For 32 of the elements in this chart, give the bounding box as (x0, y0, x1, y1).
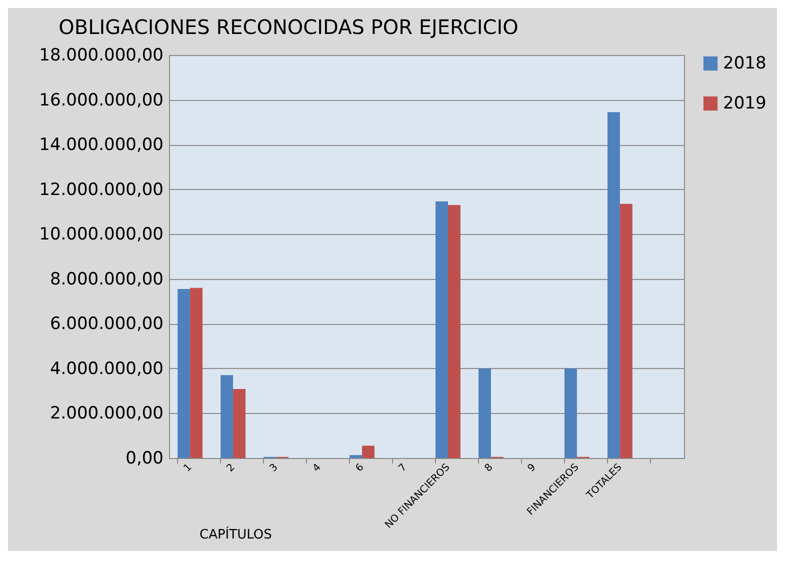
y-tick-label: 6.000.000,00 (50, 314, 164, 334)
bar (190, 288, 203, 458)
bar (478, 368, 491, 458)
x-tick-label: 4 (310, 462, 324, 474)
y-tick-label: 16.000.000,00 (39, 90, 164, 110)
y-tick-label: 18.000.000,00 (39, 46, 164, 66)
y-tick-label: 4.000.000,00 (50, 358, 164, 379)
chart-title: OBLIGACIONES RECONOCIDAS POR EJERCICIO (58, 15, 518, 39)
bar (564, 368, 577, 458)
bar (448, 205, 460, 458)
x-tick-label: 2 (225, 462, 238, 474)
y-tick-label: 8.000.000,00 (50, 269, 164, 290)
legend-label: 2019 (723, 94, 766, 114)
x-axis-title: CAPÍTULOS (200, 526, 272, 542)
x-tick-label: 3 (268, 462, 280, 474)
y-tick-label: 0,00 (126, 448, 164, 468)
bar (436, 201, 448, 458)
legend-label: 2018 (723, 54, 766, 74)
bar (362, 446, 374, 458)
y-tick-label: 2.000.000,00 (50, 404, 164, 424)
y-tick-label: 12.000.000,00 (39, 180, 164, 200)
bar (350, 455, 362, 458)
y-tick-label: 14.000.000,00 (39, 135, 164, 156)
bar (178, 288, 190, 458)
bar (233, 389, 246, 458)
bar (220, 375, 234, 458)
x-tick-label: 1 (182, 462, 194, 474)
x-tick-label: 8 (482, 462, 496, 474)
x-tick-label: 6 (354, 462, 366, 474)
bar (620, 204, 632, 458)
y-tick-label: 10.000.000,00 (39, 224, 164, 245)
bar (607, 112, 620, 458)
